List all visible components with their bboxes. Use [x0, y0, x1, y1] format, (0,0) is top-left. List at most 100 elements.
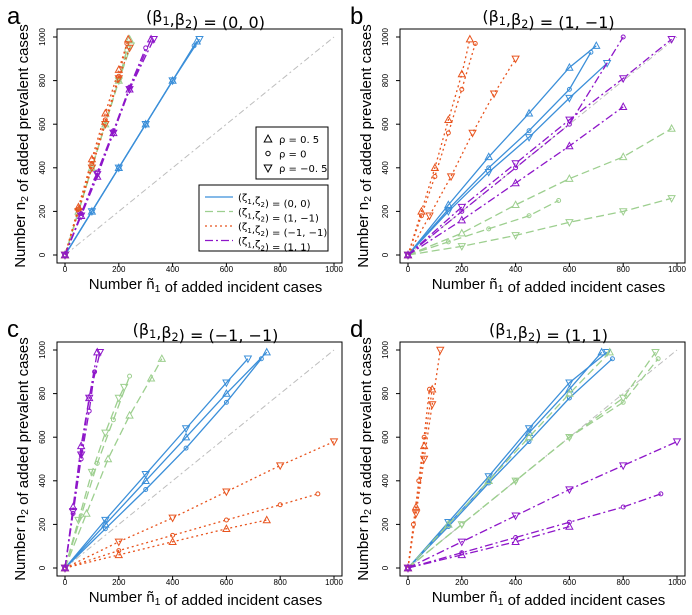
- y-tick-label: 0: [38, 252, 47, 257]
- series-line: [64, 47, 147, 256]
- y-tick-label: 200: [381, 517, 390, 531]
- data-point: [672, 438, 682, 447]
- x-tick-label: 200: [455, 578, 469, 587]
- x-tick-label: 1000: [325, 265, 343, 274]
- data-point: [513, 535, 519, 540]
- data-point: [457, 243, 467, 251]
- data-point: [84, 394, 94, 403]
- data-point: [101, 429, 110, 438]
- data-point: [457, 228, 467, 237]
- data-point: [655, 356, 661, 362]
- data-point: [565, 486, 574, 495]
- data-point: [68, 508, 78, 516]
- data-point: [222, 379, 231, 388]
- data-point: [141, 476, 150, 484]
- y-tick-label: 0: [381, 252, 390, 257]
- x-tick-label: 600: [563, 578, 577, 587]
- y-axis-title: Number n2 of added prevalent cases: [355, 337, 375, 581]
- data-point: [74, 516, 83, 525]
- data-point: [457, 538, 467, 547]
- data-point: [459, 208, 465, 214]
- y-tick-label: 1000: [38, 28, 47, 46]
- legend-scenario-label: (ζ1,ζ2) = (−1, −1): [238, 222, 327, 239]
- data-point: [526, 213, 532, 219]
- data-point: [459, 86, 465, 92]
- y-tick-label: 400: [381, 161, 390, 175]
- data-point: [418, 213, 424, 219]
- y-tick-label: 1000: [38, 341, 47, 359]
- data-point: [468, 129, 477, 138]
- data-point: [157, 354, 167, 362]
- y-tick-label: 600: [38, 117, 47, 131]
- data-point: [511, 537, 520, 546]
- data-point: [658, 491, 664, 497]
- identity-reference-line: [64, 349, 335, 569]
- data-point: [87, 468, 97, 477]
- data-point: [465, 34, 475, 43]
- series-line: [64, 493, 319, 569]
- panel-d: d (β1,β2) = (1, 1) 0 200 400 600 800 1000 0 200 40…: [350, 316, 686, 609]
- data-point: [114, 394, 124, 403]
- data-point: [445, 524, 451, 530]
- data-point: [511, 55, 520, 64]
- data-point: [141, 471, 150, 479]
- data-point: [524, 428, 534, 437]
- data-point: [457, 69, 467, 78]
- data-point: [484, 473, 493, 482]
- plot-frame: [56, 341, 343, 577]
- data-point: [605, 347, 615, 356]
- data-point: [565, 94, 574, 103]
- data-point: [181, 432, 191, 441]
- legend-scenario-label: (ζ1,ζ2) = (0, 0): [238, 193, 311, 210]
- data-point: [667, 195, 676, 203]
- data-point: [116, 548, 122, 554]
- data-point: [101, 516, 110, 525]
- data-point: [262, 347, 272, 356]
- data-point: [411, 502, 421, 511]
- series-line: [407, 199, 559, 256]
- series-line: [64, 386, 125, 569]
- data-point: [513, 165, 519, 171]
- data-point: [114, 75, 124, 84]
- data-point: [524, 134, 534, 142]
- series-line: [407, 51, 592, 256]
- data-point: [511, 232, 520, 241]
- data-point: [620, 399, 626, 405]
- data-point: [511, 512, 520, 521]
- panel-letter: b: [350, 3, 363, 30]
- panel-title: (β1,β2) = (1, 1): [489, 320, 608, 345]
- y-tick-label: 0: [38, 565, 47, 570]
- series-line: [64, 352, 98, 569]
- series-line: [407, 62, 608, 256]
- panel-letter: a: [7, 3, 21, 30]
- y-tick-label: 400: [381, 474, 390, 488]
- data-point: [565, 174, 574, 182]
- data-point: [170, 532, 176, 538]
- data-point: [427, 386, 432, 392]
- series-line: [64, 358, 262, 569]
- data-point: [68, 502, 78, 511]
- data-point: [222, 388, 231, 397]
- data-point: [484, 152, 493, 161]
- y-tick-label: 600: [381, 430, 390, 444]
- data-point: [565, 521, 574, 530]
- data-point: [524, 425, 534, 434]
- x-tick-label: 1000: [668, 265, 686, 274]
- y-tick-label: 400: [38, 161, 47, 175]
- series-line: [64, 352, 101, 569]
- data-point: [410, 521, 416, 527]
- data-point: [101, 108, 110, 117]
- y-tick-label: 600: [38, 430, 47, 444]
- data-point: [618, 75, 628, 84]
- series-line: [407, 351, 611, 569]
- data-point: [430, 163, 440, 171]
- data-point: [183, 445, 189, 451]
- series-line: [407, 43, 476, 256]
- data-point: [76, 212, 86, 221]
- panel-title: (β1,β2) = (−1, −1): [133, 320, 279, 345]
- x-tick-label: 0: [63, 578, 68, 587]
- legend-rho-marker: [265, 150, 271, 157]
- data-point: [114, 164, 124, 173]
- series-line: [64, 39, 129, 256]
- data-point: [277, 502, 283, 508]
